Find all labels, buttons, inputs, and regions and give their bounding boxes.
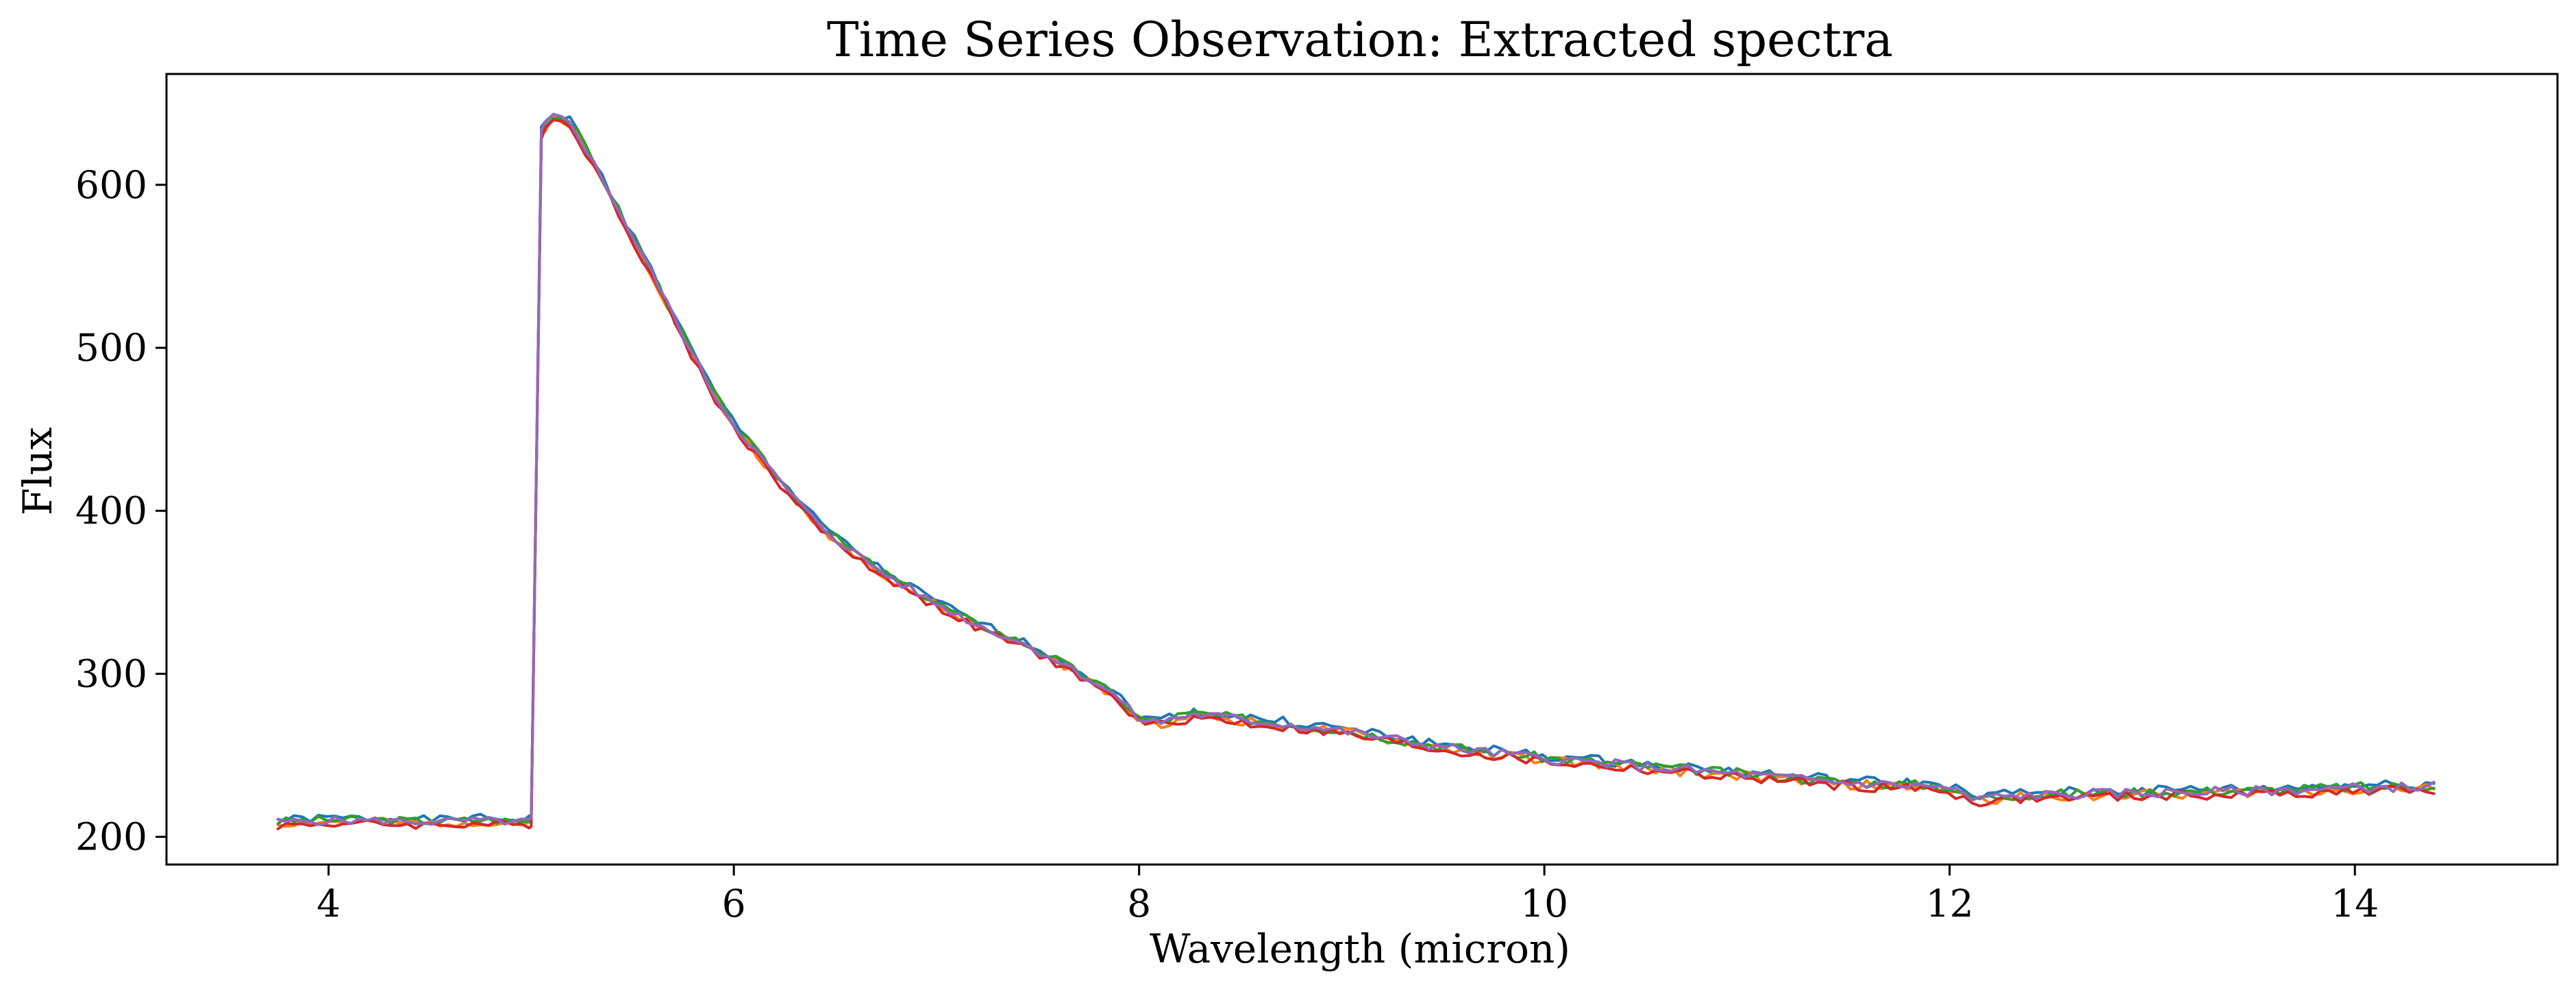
- x-tick-label: 12: [1926, 882, 1974, 925]
- x-tick-label: 4: [317, 882, 340, 925]
- spectrum-line-4: [276, 119, 2436, 830]
- plot-area-frame: [165, 73, 2559, 866]
- y-tick-label: 600: [75, 163, 147, 207]
- x-axis-label: Wavelength (micron): [1150, 925, 1570, 972]
- spectrum-line-2: [276, 114, 2436, 828]
- x-tick-label: 8: [1127, 882, 1151, 925]
- y-tick-label: 200: [75, 815, 147, 859]
- x-axis-ticks: 4 6 8 10 12 14: [317, 865, 2379, 925]
- x-tick-label: 6: [722, 882, 746, 925]
- spectrum-line-1: [276, 112, 2436, 824]
- y-axis-ticks: 200 300 400 500 600: [75, 163, 166, 859]
- series-lines: [276, 112, 2436, 830]
- chart-title: Time Series Observation: Extracted spect…: [827, 12, 1893, 68]
- y-tick-label: 400: [75, 489, 147, 533]
- y-tick-label: 300: [75, 652, 147, 696]
- spectrum-line-3: [276, 116, 2436, 825]
- x-tick-label: 10: [1520, 882, 1568, 925]
- spectrum-line-5: [276, 112, 2436, 826]
- x-tick-label: 14: [2331, 882, 2379, 925]
- y-axis-label: Flux: [14, 427, 61, 516]
- y-tick-label: 500: [75, 326, 147, 370]
